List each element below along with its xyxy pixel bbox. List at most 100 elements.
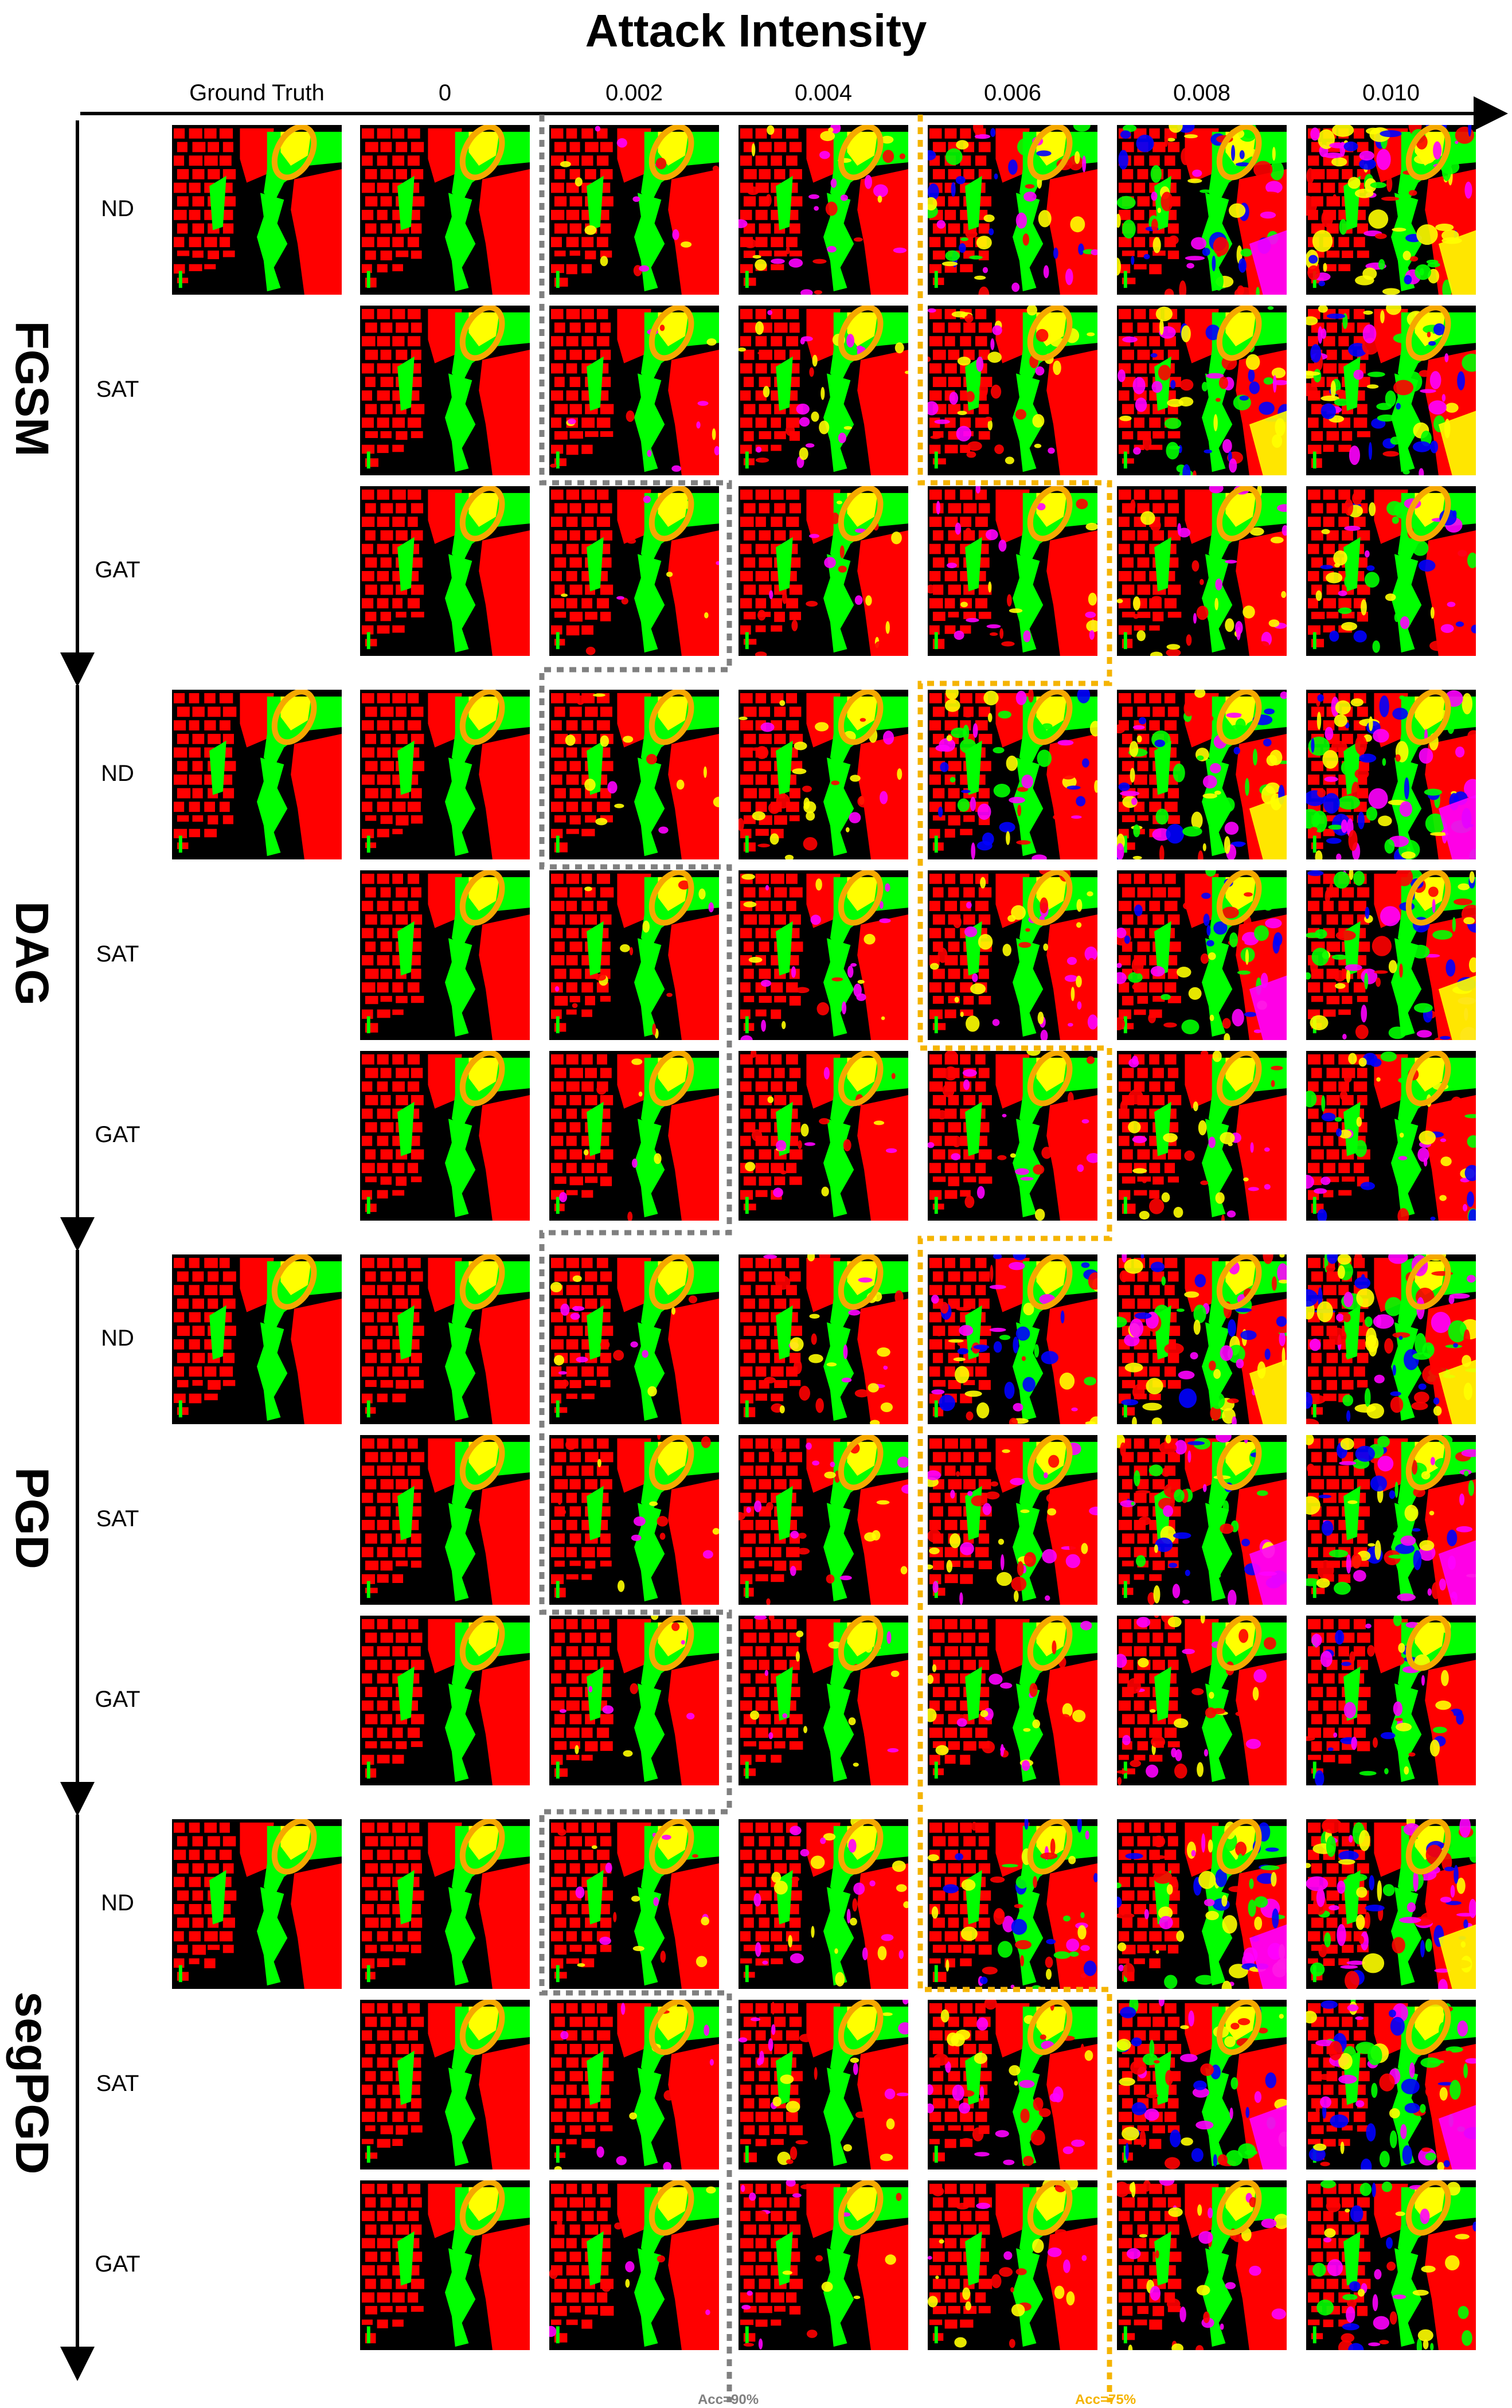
segmentation-tile bbox=[1306, 870, 1476, 1040]
defense-row-label: ND bbox=[72, 1890, 163, 1916]
segmentation-tile bbox=[1306, 1435, 1476, 1605]
chart-title: Attack Intensity bbox=[0, 5, 1512, 57]
segmentation-tile bbox=[360, 306, 530, 475]
defense-row-label: GAT bbox=[72, 1122, 163, 1148]
segmentation-tile bbox=[739, 1051, 908, 1221]
segmentation-tile bbox=[928, 486, 1097, 656]
segmentation-tile bbox=[1117, 1051, 1287, 1221]
segmentation-tile bbox=[1117, 870, 1287, 1040]
segmentation-tile bbox=[1117, 306, 1287, 475]
segmentation-tile bbox=[360, 690, 530, 859]
segmentation-tile bbox=[360, 2000, 530, 2169]
segmentation-tile bbox=[928, 1616, 1097, 1785]
segmentation-tile bbox=[1306, 1254, 1476, 1424]
defense-row-label: ND bbox=[72, 1326, 163, 1351]
segmentation-tile bbox=[739, 306, 908, 475]
segmentation-tile bbox=[739, 1435, 908, 1605]
segmentation-tile bbox=[928, 690, 1097, 859]
defense-row-label: SAT bbox=[72, 941, 163, 967]
segmentation-tile bbox=[739, 125, 908, 295]
defense-row-label: SAT bbox=[72, 1506, 163, 1532]
segmentation-tile bbox=[549, 690, 719, 859]
ground-truth-tile bbox=[172, 1254, 342, 1424]
segmentation-tile bbox=[549, 2000, 719, 2169]
segmentation-tile bbox=[1306, 2180, 1476, 2350]
segmentation-tile bbox=[928, 2000, 1097, 2169]
segmentation-tile bbox=[549, 486, 719, 656]
segmentation-tile bbox=[739, 1616, 908, 1785]
segmentation-tile bbox=[360, 1616, 530, 1785]
attack-label: segPGD bbox=[5, 1922, 58, 2243]
segmentation-tile bbox=[928, 1254, 1097, 1424]
segmentation-tile bbox=[549, 1051, 719, 1221]
segmentation-tile bbox=[739, 486, 908, 656]
segmentation-tile bbox=[1117, 2000, 1287, 2169]
segmentation-tile bbox=[549, 1819, 719, 1989]
segmentation-tile bbox=[1306, 2000, 1476, 2169]
segmentation-tile bbox=[928, 125, 1097, 295]
segmentation-tile bbox=[739, 690, 908, 859]
column-label-intensity: 0.006 bbox=[927, 80, 1099, 106]
ground-truth-tile bbox=[172, 690, 342, 859]
segmentation-tile bbox=[549, 870, 719, 1040]
segmentation-tile bbox=[1117, 1435, 1287, 1605]
segmentation-tile bbox=[1306, 486, 1476, 656]
segmentation-tile bbox=[928, 2180, 1097, 2350]
segmentation-tile bbox=[549, 1254, 719, 1424]
segmentation-tile bbox=[360, 2180, 530, 2350]
attack-label: DAG bbox=[5, 793, 58, 1114]
segmentation-tile bbox=[739, 2000, 908, 2169]
segmentation-tile bbox=[1117, 486, 1287, 656]
column-label-ground-truth: Ground Truth bbox=[171, 80, 343, 106]
segmentation-tile bbox=[928, 870, 1097, 1040]
column-label-intensity: 0.008 bbox=[1116, 80, 1288, 106]
column-label-intensity: 0.004 bbox=[737, 80, 909, 106]
segmentation-tile bbox=[549, 1435, 719, 1605]
column-label-intensity: 0.010 bbox=[1305, 80, 1477, 106]
segmentation-tile bbox=[739, 2180, 908, 2350]
segmentation-tile bbox=[1306, 1819, 1476, 1989]
segmentation-tile bbox=[1117, 1819, 1287, 1989]
segmentation-tile bbox=[549, 2180, 719, 2350]
segmentation-tile bbox=[1306, 306, 1476, 475]
segmentation-tile bbox=[1306, 1616, 1476, 1785]
segmentation-tile bbox=[928, 1051, 1097, 1221]
segmentation-tile bbox=[1306, 1051, 1476, 1221]
segmentation-tile bbox=[549, 125, 719, 295]
defense-row-label: ND bbox=[72, 196, 163, 222]
segmentation-tile bbox=[360, 870, 530, 1040]
defense-row-label: GAT bbox=[72, 1687, 163, 1713]
segmentation-tile bbox=[360, 1819, 530, 1989]
segmentation-tile bbox=[360, 1435, 530, 1605]
segmentation-tile bbox=[360, 1051, 530, 1221]
segmentation-tile bbox=[1117, 125, 1287, 295]
defense-row-label: ND bbox=[72, 761, 163, 787]
defense-row-label: GAT bbox=[72, 557, 163, 583]
defense-row-label: GAT bbox=[72, 2251, 163, 2277]
segmentation-tile bbox=[928, 306, 1097, 475]
segmentation-tile bbox=[1117, 1616, 1287, 1785]
segmentation-tile bbox=[739, 1819, 908, 1989]
defense-row-label: SAT bbox=[72, 2071, 163, 2097]
ground-truth-tile bbox=[172, 1819, 342, 1989]
attack-label: FGSM bbox=[5, 228, 58, 549]
segmentation-tile bbox=[1306, 690, 1476, 859]
column-label-intensity: 0.002 bbox=[548, 80, 720, 106]
segmentation-tile bbox=[360, 1254, 530, 1424]
segmentation-tile bbox=[549, 306, 719, 475]
segmentation-tile bbox=[928, 1435, 1097, 1605]
segmentation-tile bbox=[739, 870, 908, 1040]
acc-label-orange: Acc=75% bbox=[1042, 2392, 1169, 2408]
ground-truth-tile bbox=[172, 125, 342, 295]
segmentation-tile bbox=[360, 486, 530, 656]
segmentation-tile bbox=[739, 1254, 908, 1424]
segmentation-tile bbox=[1306, 125, 1476, 295]
segmentation-tile bbox=[360, 125, 530, 295]
acc-label-gray: Acc=90% bbox=[665, 2392, 791, 2408]
defense-row-label: SAT bbox=[72, 377, 163, 402]
segmentation-tile bbox=[928, 1819, 1097, 1989]
segmentation-tile bbox=[549, 1616, 719, 1785]
segmentation-tile bbox=[1117, 2180, 1287, 2350]
segmentation-tile bbox=[1117, 1254, 1287, 1424]
attack-label: PGD bbox=[5, 1358, 58, 1679]
